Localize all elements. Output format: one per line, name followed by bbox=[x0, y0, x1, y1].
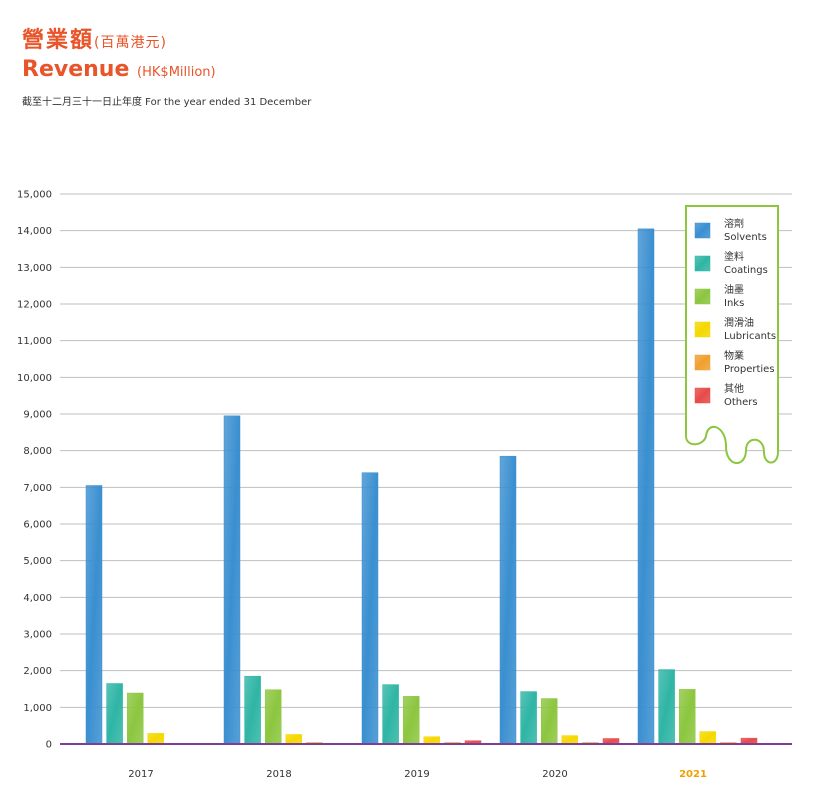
bar-solvents-2019 bbox=[361, 472, 379, 745]
y-tick-label: 5,000 bbox=[23, 556, 52, 567]
bar-coatings-2019 bbox=[382, 684, 399, 745]
legend-label-en: Lubricants bbox=[724, 331, 776, 342]
y-tick-label: 13,000 bbox=[17, 263, 52, 274]
y-tick-label: 9,000 bbox=[23, 410, 52, 421]
legend-label-zh: 其他 bbox=[724, 382, 744, 395]
y-tick-label: 15,000 bbox=[17, 190, 52, 201]
legend-swatch bbox=[694, 387, 711, 404]
legend-label-en: Inks bbox=[724, 298, 744, 309]
y-tick-label: 6,000 bbox=[23, 520, 52, 531]
bar-lubricants-2020 bbox=[561, 735, 579, 745]
chart-subtitle: 截至十二月三十一日止年度 For the year ended 31 Decem… bbox=[22, 97, 312, 108]
y-tick-label: 12,000 bbox=[17, 300, 52, 311]
bar-inks-2020 bbox=[540, 698, 558, 745]
y-tick-label: 1,000 bbox=[23, 703, 52, 714]
legend-label-en: Solvents bbox=[724, 232, 767, 243]
bar-coatings-2018 bbox=[244, 675, 261, 745]
x-axis-category-labels: 2017 2018 2019 2020 2021 bbox=[128, 769, 707, 780]
y-tick-label: 3,000 bbox=[23, 630, 52, 641]
x-category-label: 2017 bbox=[128, 769, 153, 780]
y-tick-label: 4,000 bbox=[23, 593, 52, 604]
bar-inks-2019 bbox=[402, 696, 420, 745]
legend-label-en: Coatings bbox=[724, 265, 768, 276]
y-tick-label: 11,000 bbox=[17, 336, 52, 347]
legend-swatch bbox=[694, 288, 711, 305]
legend-label-zh: 潤滑油 bbox=[724, 316, 754, 329]
legend-label-zh: 油墨 bbox=[724, 283, 744, 296]
y-tick-label: 14,000 bbox=[17, 226, 52, 237]
legend-label-zh: 塗料 bbox=[724, 250, 744, 263]
bar-inks-2017 bbox=[126, 692, 144, 745]
legend-swatch bbox=[694, 321, 711, 338]
x-category-label: 2018 bbox=[266, 769, 291, 780]
legend-label-en: Others bbox=[724, 397, 758, 408]
y-tick-label: 8,000 bbox=[23, 446, 52, 457]
bar-lubricants-2019 bbox=[423, 736, 441, 745]
x-category-label: 2019 bbox=[404, 769, 429, 780]
legend: 溶劑 Solvents 塗料 Coatings 油墨 Inks 潤滑油 Lubricants 物… bbox=[685, 205, 779, 464]
bar-inks-2021 bbox=[678, 689, 696, 745]
bar-lubricants-2018 bbox=[285, 734, 303, 745]
legend-label-en: Properties bbox=[724, 364, 775, 375]
chart-title-zh: 營業額(百萬港元) bbox=[22, 22, 167, 54]
bar-solvents-2020 bbox=[499, 455, 517, 745]
title-zh-unit: (百萬港元) bbox=[94, 35, 167, 51]
bar-series bbox=[60, 228, 792, 745]
bar-solvents-2021 bbox=[637, 228, 655, 745]
bar-coatings-2021 bbox=[658, 669, 675, 745]
bar-solvents-2018 bbox=[223, 415, 241, 745]
bar-inks-2018 bbox=[264, 689, 282, 745]
legend-label-zh: 溶劑 bbox=[724, 217, 744, 230]
title-zh-text: 營業額 bbox=[22, 28, 95, 53]
y-axis-tick-labels: 0 1,000 2,000 3,000 4,000 5,000 6,000 7,000 8,00… bbox=[17, 190, 52, 751]
gridlines bbox=[60, 193, 792, 708]
chart-title-en: Revenue (HK$Million) bbox=[22, 57, 216, 82]
y-tick-label: 10,000 bbox=[17, 373, 52, 384]
bar-lubricants-2021 bbox=[699, 731, 717, 745]
y-tick-label: 7,000 bbox=[23, 483, 52, 494]
legend-swatch bbox=[694, 222, 711, 239]
title-en-text: Revenue bbox=[22, 57, 130, 82]
legend-label-zh: 物業 bbox=[724, 349, 744, 362]
legend-swatch bbox=[694, 354, 711, 371]
legend-swatch bbox=[694, 255, 711, 272]
bar-solvents-2017 bbox=[85, 485, 103, 745]
bar-lubricants-2017 bbox=[147, 733, 165, 745]
y-tick-label: 0 bbox=[46, 740, 52, 751]
x-category-label: 2021 bbox=[679, 769, 707, 780]
bar-coatings-2020 bbox=[520, 691, 537, 745]
bar-coatings-2017 bbox=[106, 683, 123, 745]
title-en-unit: (HK$Million) bbox=[137, 65, 216, 80]
x-category-label: 2020 bbox=[542, 769, 567, 780]
y-tick-label: 2,000 bbox=[23, 666, 52, 677]
